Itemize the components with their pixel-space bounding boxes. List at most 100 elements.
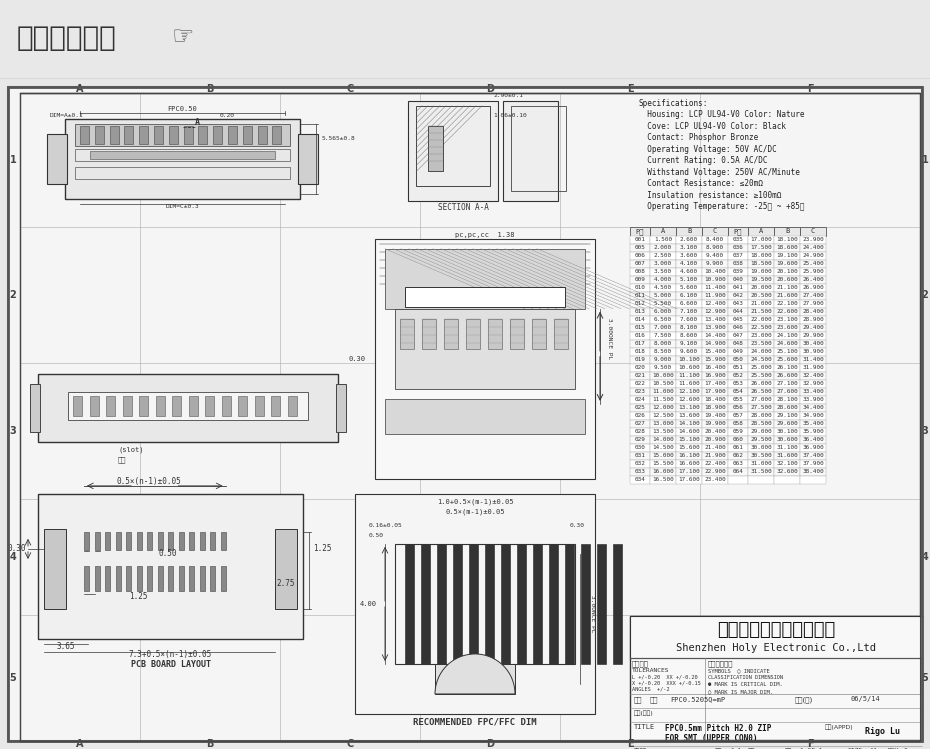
Bar [728,332,748,340]
Text: 20.000: 20.000 [751,285,772,291]
Bar [405,287,565,307]
Bar [676,468,702,476]
Bar [65,118,300,198]
Bar [650,227,676,236]
Text: 041: 041 [733,285,743,291]
Bar [110,126,119,144]
Bar [84,532,89,550]
Bar [650,395,676,404]
Text: 028: 028 [634,429,645,434]
Bar [774,380,800,388]
Text: 4: 4 [922,552,928,562]
Bar [748,364,774,372]
Text: 049: 049 [733,349,743,354]
Text: 14.600: 14.600 [678,429,700,434]
Text: 012: 012 [634,301,645,306]
Text: 标示: 标示 [118,457,126,463]
Bar [728,388,748,395]
Bar [630,372,650,380]
Text: 17.900: 17.900 [704,389,726,394]
Text: L +/-0.20  XX +/-0.20: L +/-0.20 XX +/-0.20 [632,675,698,680]
Text: 22.100: 22.100 [777,301,798,306]
Text: 06/5/14: 06/5/14 [850,696,880,702]
Text: 008: 008 [634,269,645,274]
Bar [200,532,205,550]
Text: 12.500: 12.500 [652,413,674,419]
Text: 044: 044 [733,309,743,315]
Bar [400,319,414,349]
Bar [630,428,650,436]
Text: 27.600: 27.600 [777,389,798,394]
Bar [168,566,173,591]
Text: 033: 033 [634,470,645,474]
Text: 3.65: 3.65 [57,643,75,652]
Bar [748,468,774,476]
Text: 18.900: 18.900 [704,405,726,410]
Text: 6.100: 6.100 [680,294,698,298]
Text: 034: 034 [634,477,645,482]
Bar [748,436,774,444]
Bar [221,395,231,416]
Wedge shape [435,654,515,694]
Text: 20.100: 20.100 [777,269,798,274]
Text: B: B [687,228,691,234]
Text: 015: 015 [634,325,645,330]
Text: 7.000: 7.000 [654,325,672,330]
Text: 深圳市宏利电子有限公司: 深圳市宏利电子有限公司 [717,621,835,639]
Text: 16.900: 16.900 [704,373,726,378]
Text: 060: 060 [733,437,743,443]
Bar [650,267,676,276]
Bar [728,428,748,436]
Bar [774,412,800,420]
Text: 3.00ONCE PL: 3.00ONCE PL [607,318,612,360]
Text: FOR SMT (UPPER CON0): FOR SMT (UPPER CON0) [665,734,758,743]
Bar [676,292,702,300]
Bar [630,316,650,324]
Text: 14.000: 14.000 [652,437,674,443]
Text: 25.600: 25.600 [777,357,798,363]
Bar [501,544,510,664]
Bar [650,428,676,436]
Text: 016: 016 [634,333,645,339]
Bar [210,566,215,591]
Text: 29.900: 29.900 [802,333,824,339]
Text: E: E [627,739,633,749]
Text: 35.400: 35.400 [802,422,824,426]
Bar [676,420,702,428]
Bar [503,100,558,201]
Bar [123,395,131,416]
Text: 30.000: 30.000 [751,446,772,450]
Bar [800,460,826,468]
Text: B: B [785,228,790,234]
Bar [748,348,774,356]
Text: 057: 057 [733,413,743,419]
Text: 4.500: 4.500 [654,285,672,291]
Bar [748,236,774,243]
Bar [630,243,650,252]
Text: 单位: 单位 [748,748,755,749]
Bar [748,372,774,380]
Text: 15.600: 15.600 [678,446,700,450]
Text: 29.000: 29.000 [751,429,772,434]
Bar [774,468,800,476]
Bar [728,412,748,420]
Text: 032: 032 [634,461,645,467]
Text: 29.600: 29.600 [777,422,798,426]
Bar [169,126,178,144]
Bar [748,428,774,436]
Bar [748,380,774,388]
Text: FPC0.5205Q=mP: FPC0.5205Q=mP [670,696,725,702]
Bar [676,276,702,284]
Text: 25.400: 25.400 [802,261,824,266]
Bar [774,364,800,372]
Bar [748,267,774,276]
Bar [549,544,558,664]
Text: 19.000: 19.000 [751,269,772,274]
Bar [800,356,826,364]
Bar [650,476,676,484]
Text: 15.500: 15.500 [652,461,674,467]
Bar [728,308,748,316]
Text: 29.500: 29.500 [751,437,772,443]
Text: 0.20: 0.20 [220,113,235,118]
Text: TITLE: TITLE [634,724,656,730]
